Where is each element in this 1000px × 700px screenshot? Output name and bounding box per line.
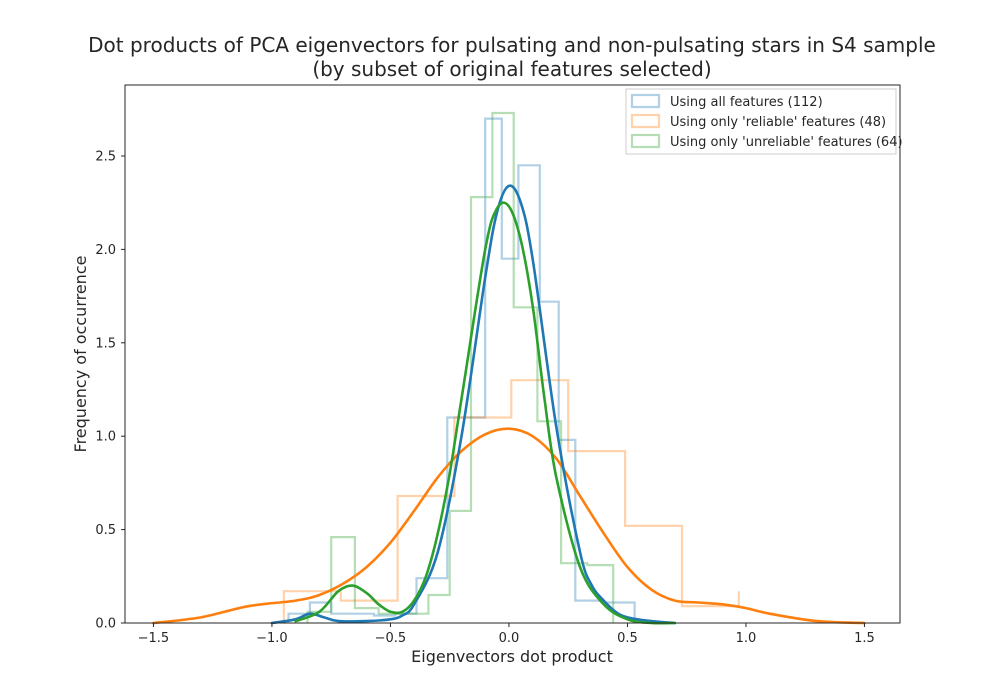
y-axis-ticks: 0.0 0.5 1.0 1.5 2.0 2.5 [95, 149, 125, 632]
x-tick-label: 1.5 [854, 631, 875, 646]
plot-area-frame [124, 84, 901, 624]
kde-curve-reliable [152, 427, 866, 625]
chart-title: Dot products of PCA eigenvectors for pul… [88, 33, 936, 57]
kde-curve-unreliable [294, 201, 677, 625]
legend-label-reliable: Using only 'reliable' features (48) [670, 115, 886, 130]
histogram-layer [282, 111, 740, 623]
y-tick-label: 0.5 [95, 523, 116, 538]
histogram-reliable [282, 379, 740, 623]
y-axis-label: Frequency of occurrence [71, 256, 90, 453]
legend-label-unreliable: Using only 'unreliable' features (64) [670, 135, 903, 150]
y-tick-label: 1.5 [95, 336, 116, 351]
kde-layer [152, 184, 866, 625]
histogram-unreliable [306, 111, 615, 623]
legend-frame [625, 88, 897, 155]
y-tick-label: 0.0 [95, 617, 116, 632]
x-tick-label: 0.5 [617, 631, 638, 646]
x-tick-label: −1.0 [256, 631, 288, 646]
y-tick-label: 1.0 [95, 430, 116, 445]
legend-swatch-all [630, 93, 661, 109]
y-tick-label: 2.0 [95, 243, 116, 258]
x-tick-label: 1.0 [736, 631, 757, 646]
legend-swatch-reliable [630, 113, 661, 129]
x-axis-label: Eigenvectors dot product [411, 647, 613, 666]
legend: Using all features (112) Using only 'rel… [625, 88, 903, 155]
y-tick-label: 2.5 [95, 149, 116, 164]
histogram-all [287, 117, 636, 623]
x-tick-label: −0.5 [375, 631, 407, 646]
x-axis-ticks: −1.5 −1.0 −0.5 0.0 0.5 1.0 1.5 [138, 623, 875, 646]
legend-swatch-unreliable [630, 133, 661, 149]
kde-curve-all [270, 184, 677, 625]
x-tick-label: −1.5 [138, 631, 170, 646]
x-tick-label: 0.0 [499, 631, 520, 646]
legend-label-all: Using all features (112) [670, 95, 823, 110]
chart-subtitle: (by subset of original features selected… [312, 57, 711, 81]
